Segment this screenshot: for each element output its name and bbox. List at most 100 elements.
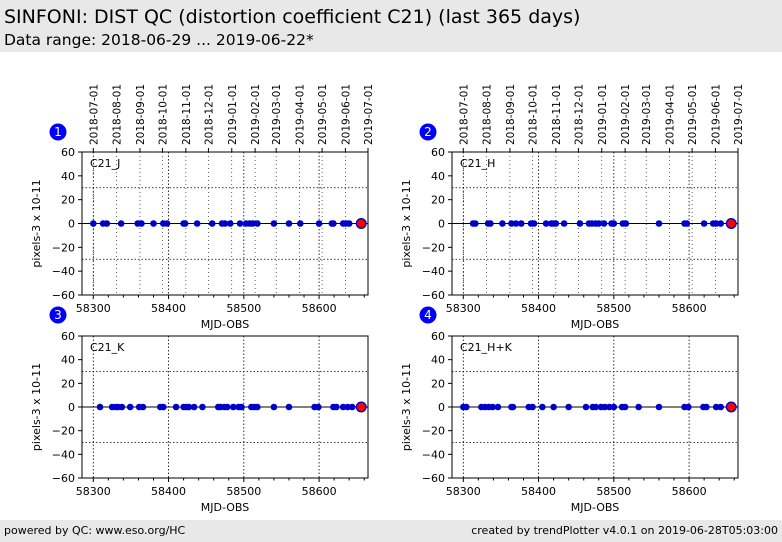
x-tick-label: 58300: [76, 302, 111, 315]
date-tick-label: 2019-01-01: [597, 84, 609, 145]
data-point: [622, 220, 630, 227]
data-point: [285, 220, 293, 227]
data-point: [249, 220, 257, 227]
y-tick-label: −20: [52, 425, 75, 438]
data-point: [712, 403, 720, 411]
data-point: [489, 403, 496, 411]
data-point: [517, 220, 525, 227]
date-tick-label: 2018-09-01: [135, 84, 147, 145]
x-tick-label: 58300: [446, 485, 481, 498]
data-point: [117, 220, 125, 227]
date-tick-label: 2018-09-01: [505, 84, 517, 145]
data-point: [138, 220, 145, 227]
data-point: [494, 403, 502, 411]
y-tick-label: −20: [52, 241, 75, 254]
data-point: [685, 403, 692, 411]
footer-bar: powered by QC: www.eso.org/HC created by…: [0, 520, 782, 542]
series-label: C21_K: [90, 341, 125, 354]
date-tick-label: 2019-03-01: [641, 84, 653, 145]
data-point: [610, 403, 618, 411]
data-point: [333, 403, 340, 411]
data-point: [238, 403, 245, 411]
data-point: [712, 220, 720, 227]
panel-number-badge: [49, 123, 67, 141]
footer-credit: powered by QC: www.eso.org/HC: [4, 524, 186, 537]
date-tick-label: 2019-06-01: [340, 84, 352, 145]
date-tick-label: 2018-07-01: [458, 84, 470, 145]
date-tick-label: 2019-04-01: [295, 84, 307, 145]
data-point: [539, 403, 546, 411]
data-point: [315, 220, 323, 227]
panel-number-badge: [419, 306, 437, 324]
data-point: [172, 403, 180, 411]
data-point: [229, 403, 237, 411]
y-tick-label: −40: [422, 448, 445, 461]
data-point: [610, 220, 618, 227]
x-tick-label: 58400: [151, 485, 186, 498]
data-point: [601, 403, 609, 411]
y-tick-label: 0: [438, 401, 445, 414]
data-point: [560, 220, 568, 227]
y-axis-label: pixels-3 x 10-11: [400, 363, 413, 451]
data-point: [315, 403, 322, 411]
y-tick-label: 40: [61, 170, 75, 183]
y-tick-label: 40: [431, 170, 445, 183]
x-tick-label: 58300: [446, 302, 481, 315]
data-point: [296, 220, 304, 227]
panel-number-label: 3: [54, 308, 62, 322]
latest-data-point: [725, 401, 737, 413]
date-tick-label: 2018-10-01: [528, 84, 540, 145]
y-tick-label: −60: [422, 472, 445, 485]
panel-number-label: 4: [424, 308, 432, 322]
y-tick-label: 20: [61, 377, 75, 390]
y-tick-label: 60: [61, 330, 75, 343]
data-point: [103, 220, 111, 227]
date-tick-label: 2019-06-01: [710, 84, 722, 145]
date-tick-label: 2019-07-01: [733, 84, 745, 145]
x-tick-label: 58300: [76, 485, 111, 498]
series-label: C21_H: [460, 157, 495, 170]
y-tick-label: 20: [431, 377, 445, 390]
data-point: [717, 220, 724, 227]
footer-created: created by trendPlotter v4.0.1 on 2019-0…: [471, 524, 778, 537]
panel-number-badge: [419, 123, 437, 141]
x-tick-label: 58500: [596, 485, 631, 498]
data-point: [487, 220, 494, 227]
x-axis-label: MJD-OBS: [201, 318, 249, 331]
x-axis-label: MJD-OBS: [571, 501, 619, 514]
x-tick-label: 58400: [521, 302, 556, 315]
y-tick-label: 60: [431, 330, 445, 343]
date-tick-label: 2019-05-01: [687, 84, 699, 145]
data-point: [576, 220, 584, 227]
series-label: C21_J: [90, 157, 120, 170]
x-tick-label: 58600: [672, 302, 707, 315]
date-tick-label: 2018-12-01: [573, 84, 585, 145]
data-point: [221, 220, 229, 227]
y-axis-label: pixels-3 x 10-11: [30, 363, 43, 451]
x-tick-label: 58500: [226, 302, 261, 315]
data-point: [530, 220, 538, 227]
y-tick-label: 60: [61, 146, 75, 159]
y-tick-label: 0: [68, 218, 75, 231]
data-point: [717, 403, 724, 411]
date-tick-label: 2019-07-01: [363, 84, 375, 145]
data-point: [683, 220, 691, 227]
y-tick-label: −60: [52, 472, 75, 485]
y-tick-label: −60: [422, 289, 445, 302]
data-point: [508, 220, 515, 227]
data-point: [700, 220, 708, 227]
data-point: [655, 403, 663, 411]
data-point: [344, 403, 351, 411]
page-title: SINFONI: DIST QC (distortion coefficient…: [4, 6, 581, 28]
date-tick-label: 2018-12-01: [203, 84, 215, 145]
data-point: [529, 403, 536, 411]
x-tick-label: 58600: [302, 485, 337, 498]
data-point: [635, 403, 642, 411]
data-point: [126, 403, 134, 411]
date-tick-label: 2019-01-01: [227, 84, 239, 145]
data-point: [499, 220, 506, 227]
